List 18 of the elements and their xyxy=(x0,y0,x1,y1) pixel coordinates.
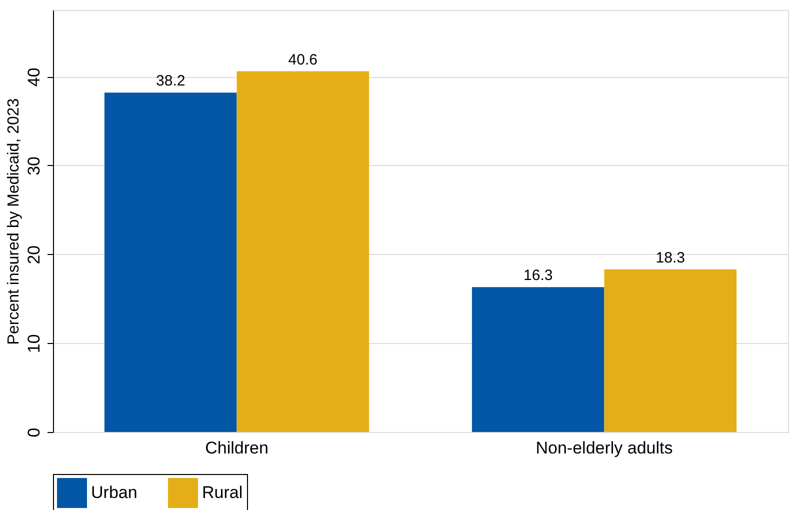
bar xyxy=(104,92,237,432)
data-label: 40.6 xyxy=(288,51,318,68)
y-tick-label: 20 xyxy=(24,245,44,264)
y-tick-label: 0 xyxy=(24,428,44,438)
bar xyxy=(604,269,737,432)
legend-label: Urban xyxy=(91,483,138,502)
bar xyxy=(472,287,604,432)
x-tick-label: Children xyxy=(205,438,268,458)
y-tick-label: 30 xyxy=(24,156,44,176)
x-tick-label: Non-elderly adults xyxy=(536,438,673,458)
y-axis-title: Percent insured by Medicaid, 2023 xyxy=(6,98,22,345)
bar xyxy=(236,71,370,432)
data-label: 38.2 xyxy=(156,72,186,90)
legend-label: Rural xyxy=(202,483,243,502)
y-tick-label: 40 xyxy=(24,68,44,87)
data-label: 16.3 xyxy=(524,267,553,284)
data-label: 18.3 xyxy=(656,249,685,266)
y-tick-label: 10 xyxy=(24,334,44,354)
